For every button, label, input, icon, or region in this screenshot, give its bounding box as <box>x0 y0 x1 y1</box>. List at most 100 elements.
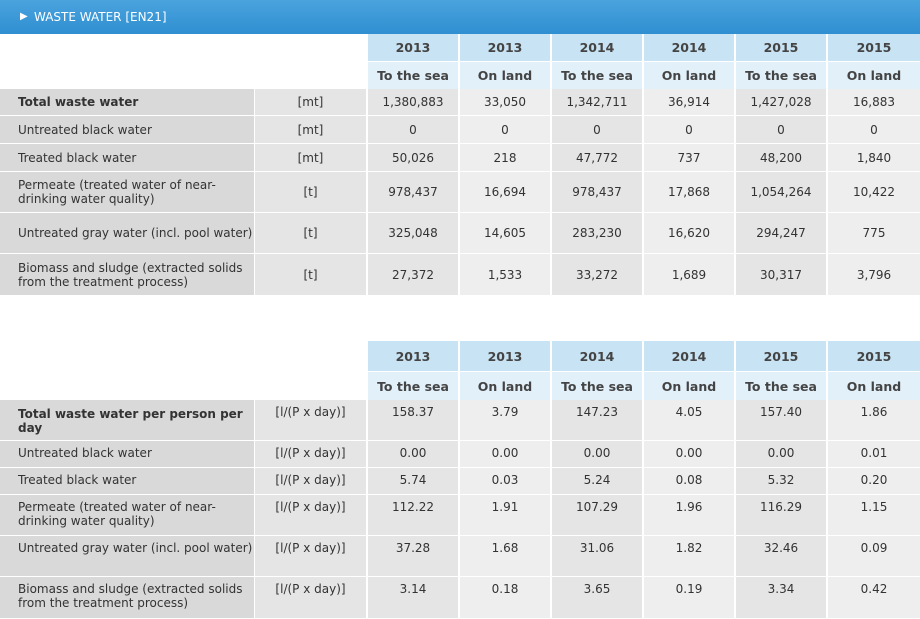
value-cell: 36,914 <box>642 89 734 116</box>
value-cell: 0.00 <box>642 441 734 468</box>
value-cell: 16,620 <box>642 213 734 254</box>
year-header: 2015 <box>734 341 826 371</box>
section-header[interactable]: ▶ WASTE WATER [EN21] <box>0 0 920 34</box>
table-row: Total waste water per person per day [l/(… <box>0 400 920 441</box>
year-header: 2014 <box>642 341 734 371</box>
row-label: Total waste water per person per day <box>0 400 254 441</box>
table-row: Untreated black water [mt] 0 0 0 0 0 0 <box>0 116 920 144</box>
value-cell: 50,026 <box>366 144 458 172</box>
row-label: Untreated gray water (incl. pool water) <box>0 213 254 254</box>
row-unit: [l/(P x day)] <box>254 400 366 441</box>
value-cell: 10,422 <box>826 172 920 213</box>
value-cell: 37.28 <box>366 536 458 577</box>
row-label: Untreated gray water (incl. pool water) <box>0 536 254 577</box>
header-spacer <box>0 34 366 61</box>
header-spacer <box>0 61 366 89</box>
value-cell: 1.68 <box>458 536 550 577</box>
expand-arrow-icon: ▶ <box>20 11 28 22</box>
value-cell: 116.29 <box>734 495 826 536</box>
value-cell: 0 <box>642 116 734 144</box>
year-header: 2013 <box>458 34 550 61</box>
value-cell: 0.08 <box>642 468 734 495</box>
table-row: Permeate (treated water of near-drinking… <box>0 172 920 213</box>
destination-header: On land <box>458 371 550 400</box>
waste-water-table: 2013 2013 2014 2014 2015 2015 To the sea On lan… <box>0 34 920 296</box>
value-cell: 1,380,883 <box>366 89 458 116</box>
row-unit: [l/(P x day)] <box>254 495 366 536</box>
year-header: 2015 <box>826 34 920 61</box>
year-header: 2014 <box>642 34 734 61</box>
value-cell: 0.19 <box>642 577 734 619</box>
value-cell: 218 <box>458 144 550 172</box>
value-cell: 1.82 <box>642 536 734 577</box>
table-row: Untreated black water [l/(P x day)] 0.00 0.… <box>0 441 920 468</box>
table-row: Permeate (treated water of near-drinking… <box>0 495 920 536</box>
value-cell: 3.79 <box>458 400 550 441</box>
value-cell: 1,342,711 <box>550 89 642 116</box>
waste-water-per-person-table: 2013 2013 2014 2014 2015 2015 To the sea On lan… <box>0 341 920 619</box>
destination-header: On land <box>642 61 734 89</box>
value-cell: 0.00 <box>550 441 642 468</box>
year-header: 2013 <box>366 341 458 371</box>
row-label: Permeate (treated water of near-drinking… <box>0 172 254 213</box>
value-cell: 294,247 <box>734 213 826 254</box>
table-row: Untreated gray water (incl. pool water)[… <box>0 536 920 577</box>
table-row: Biomass and sludge (extracted solids fro… <box>0 254 920 296</box>
value-cell: 978,437 <box>366 172 458 213</box>
year-header: 2015 <box>826 341 920 371</box>
row-label: Treated black water <box>0 144 254 172</box>
value-cell: 0 <box>826 116 920 144</box>
destination-header: On land <box>458 61 550 89</box>
value-cell: 0.01 <box>826 441 920 468</box>
value-cell: 0.18 <box>458 577 550 619</box>
destination-header: To the sea <box>734 371 826 400</box>
table-row: Biomass and sludge (extracted solids fro… <box>0 577 920 619</box>
header-spacer <box>0 341 366 371</box>
value-cell: 283,230 <box>550 213 642 254</box>
table-row: Total waste water [mt] 1,380,883 33,050 1,34… <box>0 89 920 116</box>
value-cell: 17,868 <box>642 172 734 213</box>
row-label: Untreated black water <box>0 116 254 144</box>
value-cell: 5.24 <box>550 468 642 495</box>
value-cell: 0 <box>734 116 826 144</box>
destination-header: To the sea <box>366 61 458 89</box>
value-cell: 112.22 <box>366 495 458 536</box>
value-cell: 47,772 <box>550 144 642 172</box>
value-cell: 33,272 <box>550 254 642 296</box>
value-cell: 3.65 <box>550 577 642 619</box>
destination-header: On land <box>826 61 920 89</box>
value-cell: 737 <box>642 144 734 172</box>
value-cell: 107.29 <box>550 495 642 536</box>
value-cell: 325,048 <box>366 213 458 254</box>
row-unit: [l/(P x day)] <box>254 441 366 468</box>
row-label: Permeate (treated water of near-drinking… <box>0 495 254 536</box>
value-cell: 27,372 <box>366 254 458 296</box>
row-unit: [t] <box>254 213 366 254</box>
value-cell: 1.91 <box>458 495 550 536</box>
value-cell: 978,437 <box>550 172 642 213</box>
year-header: 2014 <box>550 34 642 61</box>
value-cell: 5.32 <box>734 468 826 495</box>
value-cell: 0.20 <box>826 468 920 495</box>
value-cell: 32.46 <box>734 536 826 577</box>
year-header: 2015 <box>734 34 826 61</box>
value-cell: 0.42 <box>826 577 920 619</box>
value-cell: 4.05 <box>642 400 734 441</box>
destination-header: On land <box>826 371 920 400</box>
value-cell: 48,200 <box>734 144 826 172</box>
destination-header: To the sea <box>734 61 826 89</box>
value-cell: 1,054,264 <box>734 172 826 213</box>
value-cell: 0 <box>550 116 642 144</box>
row-label: Total waste water <box>0 89 254 116</box>
section-title: WASTE WATER [EN21] <box>34 10 167 24</box>
value-cell: 0.00 <box>366 441 458 468</box>
value-cell: 1.96 <box>642 495 734 536</box>
row-unit: [mt] <box>254 116 366 144</box>
row-unit: [t] <box>254 172 366 213</box>
row-unit: [l/(P x day)] <box>254 577 366 619</box>
value-cell: 0 <box>366 116 458 144</box>
destination-header: To the sea <box>550 61 642 89</box>
row-unit: [l/(P x day)] <box>254 468 366 495</box>
value-cell: 0.00 <box>458 441 550 468</box>
value-cell: 0 <box>458 116 550 144</box>
